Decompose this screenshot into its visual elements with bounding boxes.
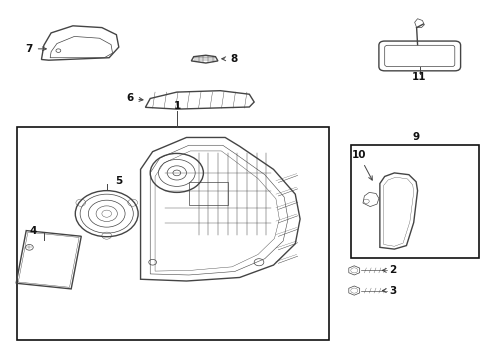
Bar xyxy=(350,145,478,258)
Text: 3: 3 xyxy=(382,285,396,296)
Text: 2: 2 xyxy=(382,265,396,275)
Bar xyxy=(188,182,227,205)
Text: 9: 9 xyxy=(412,132,419,143)
Bar xyxy=(17,127,328,339)
Text: 6: 6 xyxy=(126,94,142,103)
Text: 10: 10 xyxy=(351,150,371,180)
Text: 1: 1 xyxy=(174,100,181,111)
Text: 7: 7 xyxy=(25,44,46,54)
Text: 4: 4 xyxy=(29,226,37,237)
Text: 5: 5 xyxy=(115,176,122,186)
Text: 11: 11 xyxy=(411,72,426,82)
Text: 8: 8 xyxy=(222,54,237,64)
